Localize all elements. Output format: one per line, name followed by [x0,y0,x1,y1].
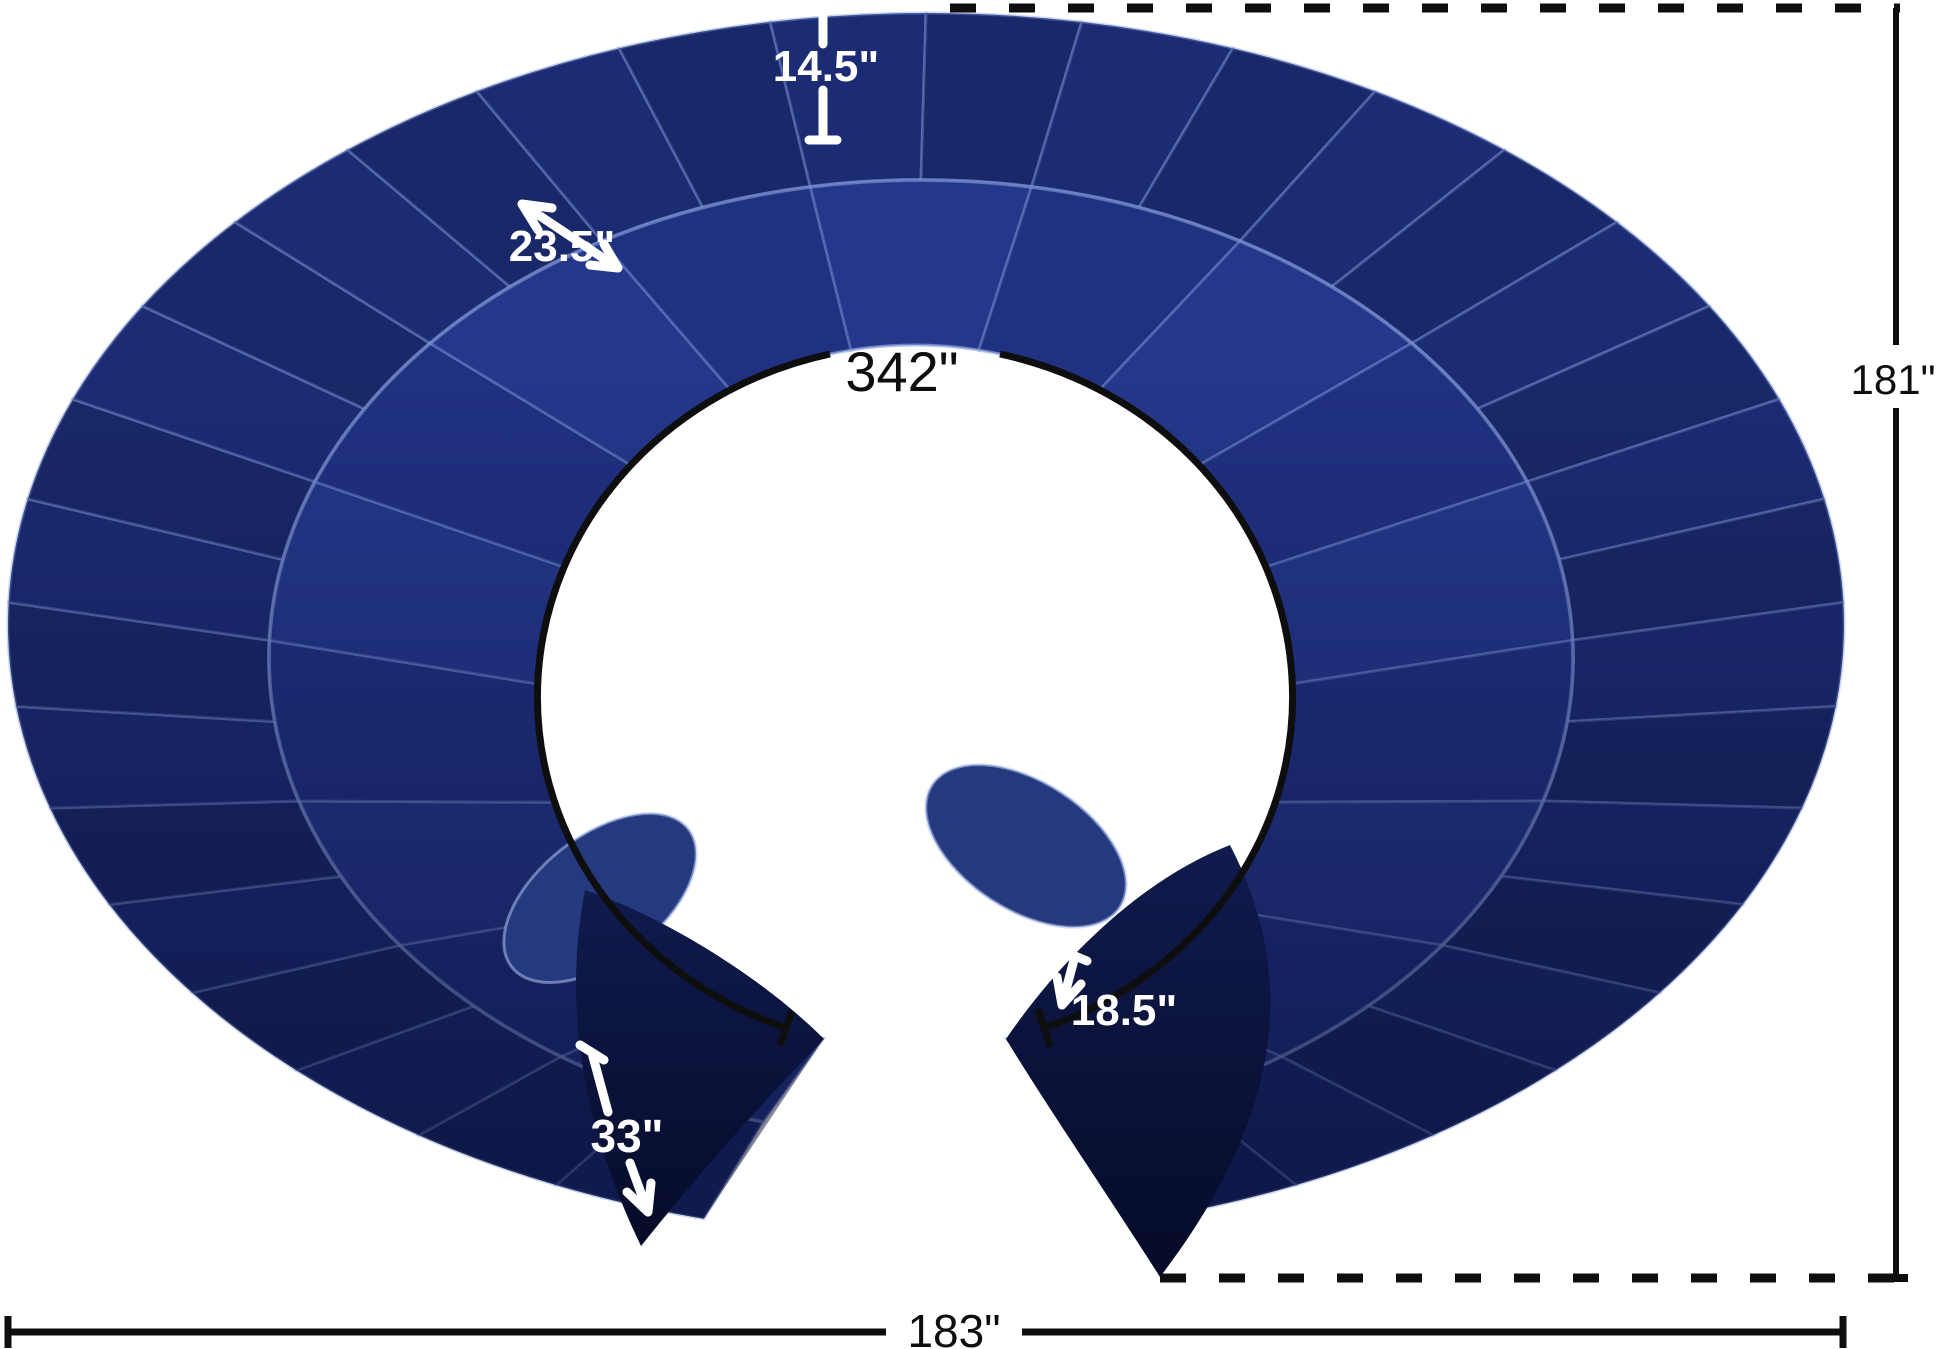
white-annotations [517,3,1092,1217]
back-height-ibeam [804,3,842,145]
dark-annotations [4,3,1908,1348]
seat-width-arrow [517,199,623,273]
dimension-labels: 14.5" 23.5" 342" 181" 18.5" 33" 183" [509,42,1936,1349]
inner-circumference-label: 342" [845,340,958,403]
seat-depth-arrow [1052,946,1092,1010]
sofa-shading-overlay [8,12,1844,1219]
inner-circumference-arc-right [999,350,1297,1032]
inner-arc-end-tick-left [776,1009,796,1047]
left-arm-face [576,890,824,1246]
right-arm-face [1006,845,1271,1277]
back-height-label: 14.5" [773,42,880,91]
seat-depth-label: 18.5" [1071,986,1178,1035]
sofa-ring [6,11,1846,1221]
seat-width-label: 23.5" [509,222,616,271]
overall-depth-label: 181" [1851,356,1936,403]
arm-height-arrow [575,1040,656,1217]
inner-circumference-arc-left [533,350,831,1032]
overall-width-label: 183" [907,1305,1000,1349]
arm-height-label: 33" [591,1110,664,1162]
sofa-front-arms [502,763,1271,1277]
inner-arc-end-tick-right [1034,1007,1054,1049]
right-arm-roll [924,763,1128,929]
